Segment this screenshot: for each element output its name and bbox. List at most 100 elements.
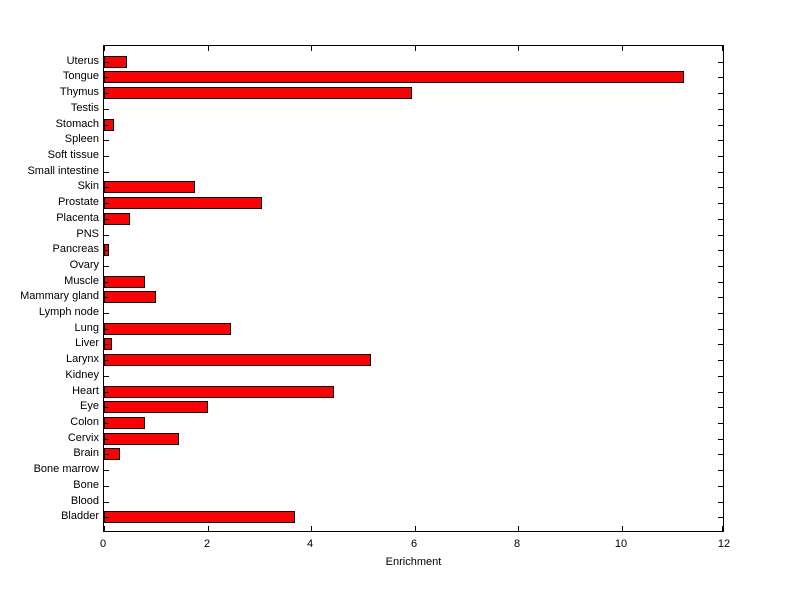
y-tick-right	[718, 125, 723, 126]
x-tick-label-2: 2	[203, 538, 211, 550]
bar-bladder	[104, 511, 295, 523]
y-tick-left	[104, 517, 109, 518]
y-tick-right	[718, 109, 723, 110]
y-tick-label-tongue: Tongue	[62, 70, 99, 82]
plot-area	[103, 45, 724, 532]
bar-cervix	[104, 433, 179, 445]
y-tick-left	[104, 93, 109, 94]
x-tick-bottom	[104, 526, 105, 531]
y-tick-left	[104, 77, 109, 78]
y-tick-label-prostate: Prostate	[58, 196, 99, 208]
y-tick-label-larynx: Larynx	[65, 353, 99, 365]
y-tick-left	[104, 282, 109, 283]
x-tick-top	[208, 46, 209, 51]
y-tick-left	[104, 109, 109, 110]
bar-colon	[104, 417, 145, 429]
bar-tongue	[104, 71, 684, 83]
y-tick-label-placenta: Placenta	[56, 212, 99, 224]
x-tick-label-8: 8	[513, 538, 521, 550]
x-tick-top	[415, 46, 416, 51]
y-tick-right	[718, 156, 723, 157]
y-tick-label-heart: Heart	[72, 385, 99, 397]
y-tick-label-eye: Eye	[80, 400, 99, 412]
y-tick-left	[104, 203, 109, 204]
y-tick-left	[104, 250, 109, 251]
y-tick-right	[718, 407, 723, 408]
x-tick-label-0: 0	[99, 538, 107, 550]
y-tick-label-pancreas: Pancreas	[52, 243, 99, 255]
y-tick-left	[104, 392, 109, 393]
y-tick-right	[718, 93, 723, 94]
y-tick-right	[718, 140, 723, 141]
y-tick-left	[104, 235, 109, 236]
y-tick-label-uterus: Uterus	[66, 55, 99, 67]
y-tick-right	[718, 282, 723, 283]
x-tick-label-4: 4	[306, 538, 314, 550]
y-tick-right	[718, 77, 723, 78]
y-tick-right	[718, 235, 723, 236]
y-tick-label-lymph-node: Lymph node	[38, 306, 99, 318]
x-tick-top	[311, 46, 312, 51]
y-tick-label-bladder: Bladder	[61, 510, 99, 522]
y-tick-label-bone: Bone	[73, 479, 99, 491]
y-tick-left	[104, 172, 109, 173]
y-tick-right	[718, 313, 723, 314]
y-tick-left	[104, 407, 109, 408]
x-tick-bottom	[311, 526, 312, 531]
y-tick-label-lung: Lung	[74, 322, 99, 334]
y-tick-right	[718, 454, 723, 455]
y-tick-right	[718, 376, 723, 377]
y-tick-left	[104, 125, 109, 126]
y-tick-right	[718, 360, 723, 361]
y-tick-left	[104, 266, 109, 267]
x-tick-top	[722, 46, 723, 51]
x-tick-bottom	[722, 526, 723, 531]
y-tick-label-skin: Skin	[77, 180, 99, 192]
x-axis-title: Enrichment	[385, 556, 442, 568]
y-tick-right	[718, 486, 723, 487]
y-tick-left	[104, 360, 109, 361]
y-tick-left	[104, 423, 109, 424]
bar-muscle	[104, 276, 145, 288]
x-tick-bottom	[622, 526, 623, 531]
y-tick-left	[104, 502, 109, 503]
y-tick-label-muscle: Muscle	[64, 275, 99, 287]
bar-eye	[104, 401, 208, 413]
y-tick-left	[104, 486, 109, 487]
y-tick-right	[718, 187, 723, 188]
y-tick-label-small-intestine: Small intestine	[27, 165, 99, 177]
y-tick-left	[104, 439, 109, 440]
bar-larynx	[104, 354, 371, 366]
y-tick-left	[104, 156, 109, 157]
y-tick-label-mammary-gland: Mammary gland	[20, 290, 99, 302]
y-tick-right	[718, 470, 723, 471]
y-tick-label-thymus: Thymus	[59, 86, 99, 98]
y-tick-left	[104, 297, 109, 298]
y-tick-left	[104, 140, 109, 141]
x-tick-bottom	[415, 526, 416, 531]
y-tick-label-bone-marrow: Bone marrow	[33, 463, 99, 475]
y-tick-label-brain: Brain	[73, 447, 99, 459]
y-tick-label-blood: Blood	[70, 495, 99, 507]
bar-lung	[104, 323, 231, 335]
y-tick-right	[718, 329, 723, 330]
y-tick-right	[718, 62, 723, 63]
y-tick-right	[718, 344, 723, 345]
x-tick-label-12: 12	[717, 538, 731, 550]
x-tick-label-6: 6	[410, 538, 418, 550]
y-tick-right	[718, 266, 723, 267]
x-tick-top	[518, 46, 519, 51]
y-tick-right	[718, 392, 723, 393]
y-tick-left	[104, 187, 109, 188]
x-tick-label-10: 10	[614, 538, 628, 550]
y-tick-label-kidney: Kidney	[65, 369, 99, 381]
bar-thymus	[104, 87, 412, 99]
bar-prostate	[104, 197, 262, 209]
y-tick-left	[104, 62, 109, 63]
y-tick-right	[718, 203, 723, 204]
y-tick-right	[718, 423, 723, 424]
y-tick-right	[718, 172, 723, 173]
x-tick-top	[104, 46, 105, 51]
y-tick-label-spleen: Spleen	[64, 133, 99, 145]
